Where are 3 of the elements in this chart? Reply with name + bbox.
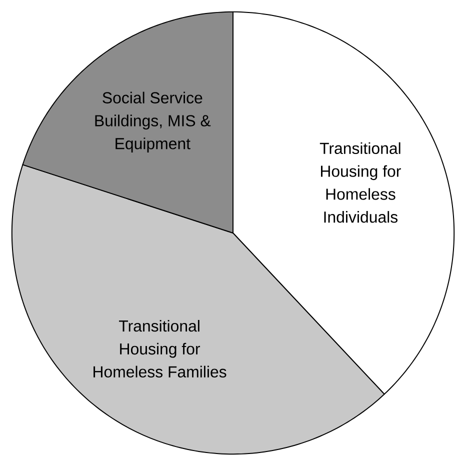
slice-label: Social Service Buildings, MIS & Equipment: [95, 92, 211, 152]
slice-label: Transitional Housing for Homeless Individuals: [320, 142, 401, 223]
slice-label: Transitional Housing for Homeless Families: [94, 320, 226, 378]
